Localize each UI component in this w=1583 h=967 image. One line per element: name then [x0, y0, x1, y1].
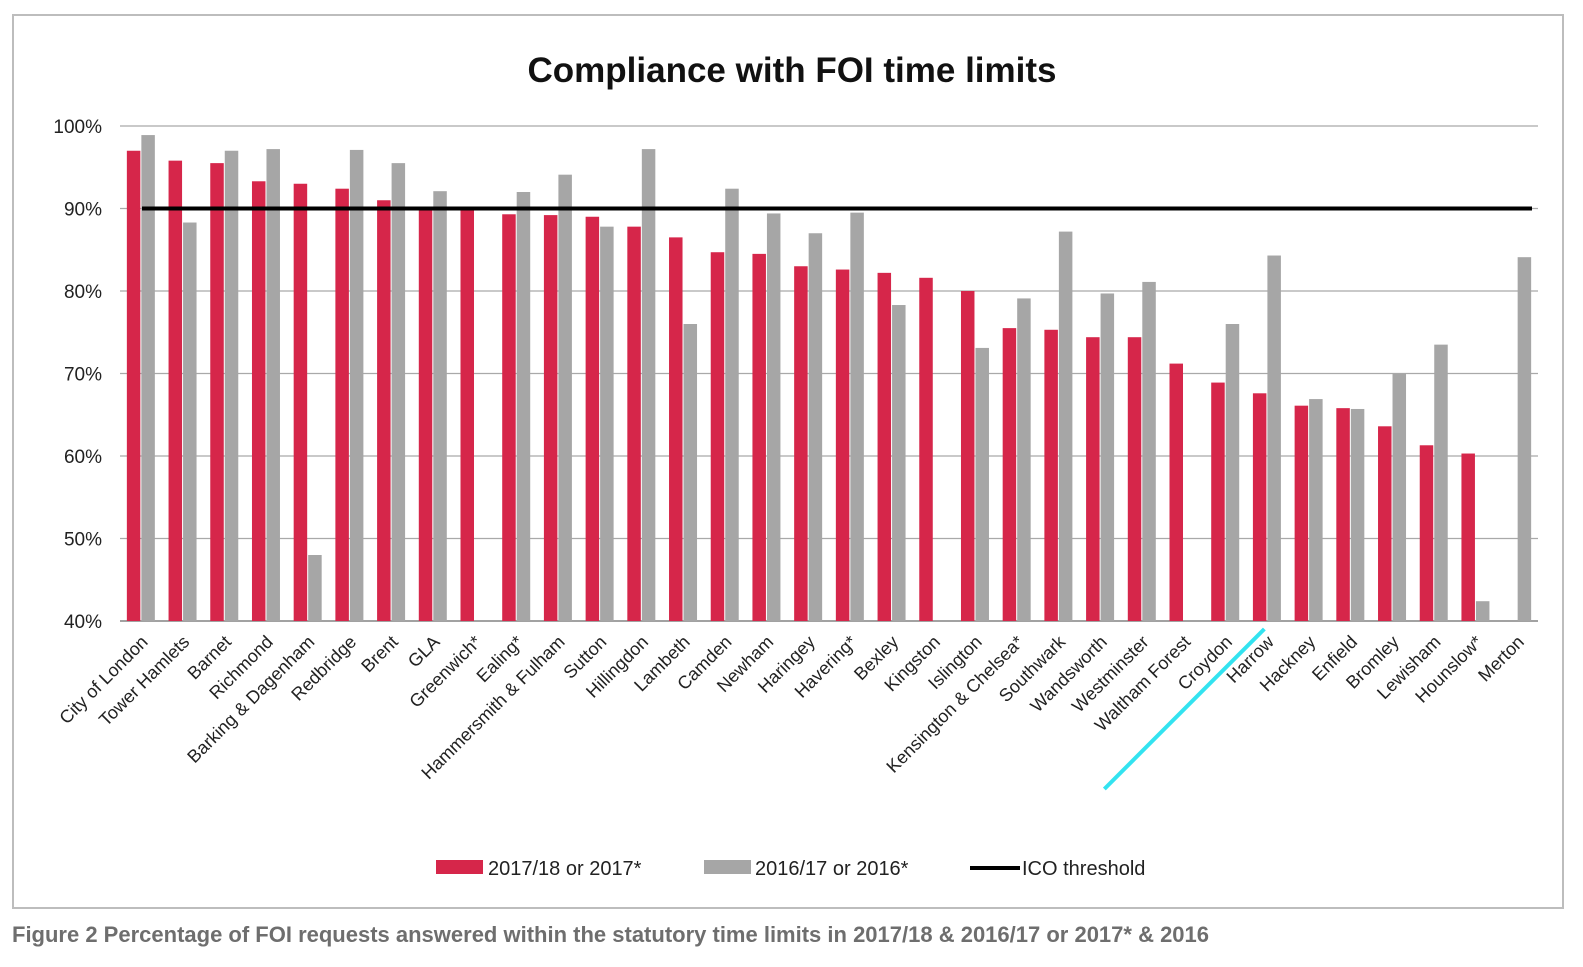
- bar-2016: [1100, 293, 1115, 621]
- chart-title: Compliance with FOI time limits: [528, 51, 1057, 90]
- bar-2017: [251, 181, 266, 621]
- bar-2016: [1434, 344, 1448, 621]
- bar-2016: [975, 347, 989, 621]
- bar-2017: [710, 252, 725, 621]
- bar-2017: [293, 183, 308, 621]
- bar-2016: [141, 135, 155, 621]
- bar-2016: [266, 149, 280, 621]
- bar-2016: [349, 149, 364, 622]
- bars: [126, 135, 1532, 622]
- y-tick-label: 80%: [64, 282, 102, 303]
- bar-2016: [1350, 408, 1365, 621]
- bar-2017: [1252, 393, 1267, 621]
- chart-frame: Compliance with FOI time limits 40% 50% 60…: [12, 14, 1564, 909]
- bar-2017: [1127, 337, 1142, 621]
- bar-2017: [377, 200, 391, 621]
- bar-2017: [835, 269, 850, 621]
- bar-2017: [919, 277, 933, 621]
- bar-2017: [502, 214, 516, 621]
- y-tick-label: 40%: [64, 612, 102, 633]
- y-tick-label: 100%: [53, 117, 102, 138]
- chart-svg: Compliance with FOI time limits 40% 50% 60…: [53, 51, 1538, 880]
- x-category-label: Merton: [1474, 632, 1528, 686]
- bar-2017: [210, 163, 224, 621]
- bar-2016: [600, 226, 614, 621]
- legend-label-2016: 2016/17 or 2016*: [755, 858, 909, 880]
- annotation-line: [1102, 627, 1266, 791]
- bar-2016: [224, 150, 239, 621]
- bar-2017: [543, 215, 558, 621]
- bar-2017: [335, 188, 349, 621]
- bar-2016: [558, 174, 572, 622]
- annotation-group: [1102, 627, 1266, 791]
- bar-2016: [683, 324, 698, 621]
- legend-label-threshold: ICO threshold: [1022, 858, 1145, 880]
- legend-swatch-2016: [704, 860, 751, 874]
- y-tick-label: 60%: [64, 447, 102, 468]
- bar-2017: [877, 272, 892, 621]
- bar-2016: [1225, 324, 1240, 621]
- bar-2016: [808, 233, 823, 621]
- bar-2017: [1002, 328, 1017, 621]
- bar-2016: [1142, 281, 1156, 621]
- bar-2016: [391, 163, 406, 621]
- y-tick-label: 50%: [64, 530, 102, 551]
- legend: 2017/18 or 2017* 2016/17 or 2016* ICO th…: [436, 858, 1145, 880]
- gridlines: [120, 125, 1538, 622]
- bar-2017: [1211, 382, 1225, 621]
- bar-2017: [627, 226, 641, 621]
- bar-2016: [641, 149, 656, 621]
- bar-2016: [766, 213, 781, 621]
- bar-2017: [1378, 426, 1392, 621]
- bar-2017: [585, 216, 600, 621]
- bar-2016: [1309, 399, 1323, 621]
- bar-2016: [1017, 298, 1031, 621]
- bar-2016: [1475, 601, 1490, 621]
- bar-2016: [725, 188, 739, 621]
- bar-2017: [752, 253, 766, 621]
- y-tick-label: 90%: [64, 200, 102, 221]
- bar-2016: [1058, 231, 1073, 621]
- bar-2017: [1169, 363, 1183, 621]
- bar-2016: [1392, 373, 1407, 621]
- bar-2016: [308, 555, 322, 621]
- bar-2016: [1517, 257, 1532, 621]
- bar-2017: [418, 206, 433, 621]
- figure-caption: Figure 2 Percentage of FOI requests answ…: [12, 922, 1210, 947]
- bar-2017: [1336, 408, 1350, 621]
- y-axis-ticks: 40% 50% 60% 70% 80% 90% 100%: [53, 117, 102, 633]
- bar-2017: [460, 208, 474, 621]
- bar-2017: [794, 266, 808, 621]
- bar-2016: [1267, 255, 1281, 621]
- bar-2017: [1294, 405, 1309, 621]
- bar-2017: [960, 291, 975, 621]
- bar-2017: [168, 160, 183, 621]
- bar-2017: [1086, 337, 1100, 621]
- y-tick-label: 70%: [64, 365, 102, 386]
- legend-swatch-2017: [436, 860, 483, 874]
- bar-2017: [1461, 453, 1475, 621]
- bar-2017: [126, 150, 141, 621]
- x-category-label: Brent: [357, 632, 402, 677]
- legend-label-2017: 2017/18 or 2017*: [488, 858, 642, 880]
- bar-2017: [1044, 329, 1058, 621]
- bar-2016: [850, 212, 864, 621]
- bar-2017: [1419, 445, 1434, 621]
- bar-2016: [433, 191, 447, 622]
- bar-2017: [669, 237, 683, 621]
- bar-2016: [516, 192, 531, 621]
- bar-2016: [892, 305, 906, 621]
- bar-2016: [183, 222, 197, 621]
